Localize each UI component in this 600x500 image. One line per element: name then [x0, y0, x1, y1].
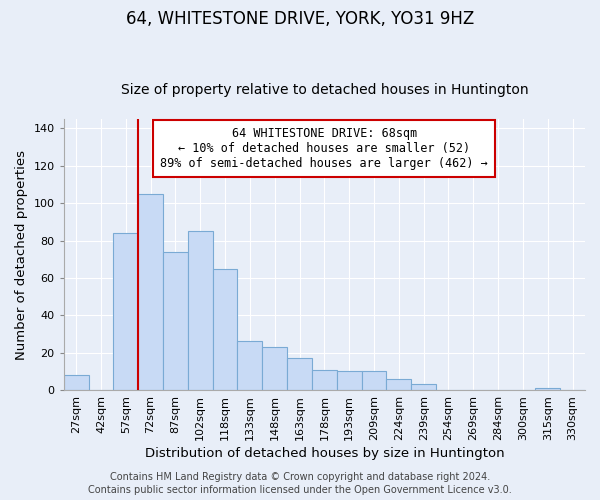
- Bar: [188, 231, 212, 390]
- Bar: [262, 347, 287, 390]
- Title: Size of property relative to detached houses in Huntington: Size of property relative to detached ho…: [121, 83, 528, 97]
- Bar: [386, 379, 411, 390]
- Bar: [163, 252, 188, 390]
- Bar: [535, 388, 560, 390]
- Bar: [287, 358, 312, 390]
- Bar: [337, 372, 362, 390]
- Bar: [138, 194, 163, 390]
- Bar: [362, 372, 386, 390]
- Text: 64, WHITESTONE DRIVE, YORK, YO31 9HZ: 64, WHITESTONE DRIVE, YORK, YO31 9HZ: [126, 10, 474, 28]
- Text: 64 WHITESTONE DRIVE: 68sqm
← 10% of detached houses are smaller (52)
89% of semi: 64 WHITESTONE DRIVE: 68sqm ← 10% of deta…: [160, 127, 488, 170]
- Bar: [411, 384, 436, 390]
- Y-axis label: Number of detached properties: Number of detached properties: [15, 150, 28, 360]
- Bar: [64, 375, 89, 390]
- Bar: [212, 268, 238, 390]
- Bar: [312, 370, 337, 390]
- Bar: [238, 342, 262, 390]
- Text: Contains HM Land Registry data © Crown copyright and database right 2024.
Contai: Contains HM Land Registry data © Crown c…: [88, 472, 512, 495]
- Bar: [113, 233, 138, 390]
- X-axis label: Distribution of detached houses by size in Huntington: Distribution of detached houses by size …: [145, 447, 504, 460]
